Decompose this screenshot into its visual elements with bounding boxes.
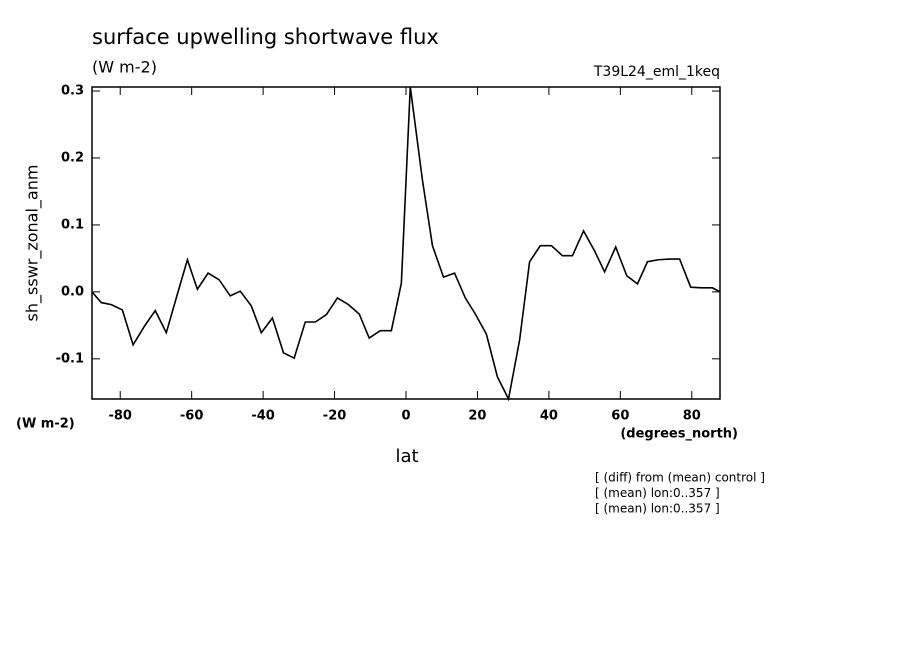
chart-title: surface upwelling shortwave flux <box>92 25 439 49</box>
x-axis-label: lat <box>395 446 418 467</box>
y-axis-label: sh_sswr_zonal_anm <box>23 165 43 322</box>
plot-frame <box>91 86 721 400</box>
y-units: (W m-2) <box>16 417 75 432</box>
x-tick-label: -20 <box>323 409 347 424</box>
x-tick-label: 0 <box>401 409 410 424</box>
y-tick-label: -0.1 <box>56 351 84 366</box>
x-tick-label: 20 <box>468 409 486 424</box>
x-tick-label: -80 <box>108 409 132 424</box>
note: [ (diff) from (mean) control ] <box>595 471 765 485</box>
y-tick-label: 0.1 <box>61 217 84 232</box>
x-tick-label: -60 <box>180 409 204 424</box>
chart-subtitle: (W m-2) <box>92 58 157 77</box>
data-line <box>91 86 721 402</box>
x-tick-label: 80 <box>683 409 701 424</box>
x-tick-label: -40 <box>251 409 275 424</box>
y-tick-label: 0.2 <box>61 150 84 165</box>
note: [ (mean) lon:0..357 ] <box>595 502 720 516</box>
y-tick-label: 0.3 <box>61 84 84 99</box>
x-units: (degrees_north) <box>620 427 738 442</box>
run-label: T39L24_eml_1keq <box>593 64 720 80</box>
note: [ (mean) lon:0..357 ] <box>595 486 720 500</box>
y-tick-label: 0.0 <box>61 284 84 299</box>
x-tick-label: 60 <box>611 409 629 424</box>
x-tick-label: 40 <box>540 409 558 424</box>
